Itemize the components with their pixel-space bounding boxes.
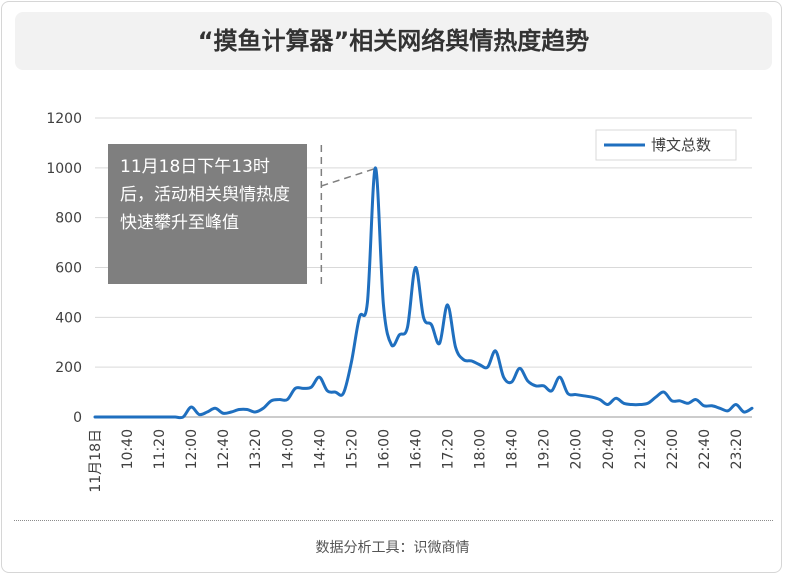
x-tick-label: 22:40: [697, 429, 713, 469]
x-tick-label: 20:00: [569, 429, 585, 469]
y-tick-label: 800: [55, 211, 82, 227]
x-tick-label: 21:20: [633, 429, 649, 469]
series-line-博文总数: [93, 166, 754, 420]
x-tick-label: 16:00: [376, 429, 392, 469]
x-tick-label: 15:20: [344, 429, 360, 469]
x-tick-label: 12:00: [184, 429, 200, 469]
y-tick-label: 1000: [46, 161, 82, 177]
footer-source: 数据分析工具：识微商情: [315, 540, 470, 556]
x-tick-label: 10:40: [120, 429, 136, 469]
x-tick-label: 20:40: [601, 429, 617, 469]
footer-divider: [14, 520, 773, 521]
x-tick-label: 16:40: [408, 429, 424, 469]
y-tick-label: 400: [55, 310, 82, 326]
x-tick-label: 22:00: [665, 429, 681, 469]
x-tick-label: 13:20: [248, 429, 264, 469]
x-tick-label: 18:00: [473, 429, 489, 469]
y-tick-label: 1200: [46, 111, 82, 127]
chart-title: “摸鱼计算器”相关网络舆情热度趋势: [197, 27, 590, 55]
y-tick-label: 200: [55, 360, 82, 376]
x-tick-label: 11月18日: [88, 429, 104, 493]
x-tick-label: 18:40: [505, 429, 521, 469]
annotation-box: 11月18日下午13时后，活动相关舆情热度快速攀升至峰值: [108, 144, 307, 284]
y-tick-label: 0: [73, 410, 82, 426]
y-tick-label: 600: [55, 261, 82, 277]
annotation-connector-line: [321, 167, 378, 187]
x-tick-label: 14:40: [312, 429, 328, 469]
x-tick-label: 12:40: [216, 429, 232, 469]
x-tick-label: 11:20: [152, 429, 168, 469]
x-tick-label: 17:20: [441, 429, 457, 469]
title-box: “摸鱼计算器”相关网络舆情热度趋势: [15, 12, 772, 70]
x-tick-label: 14:00: [280, 429, 296, 469]
x-tick-label: 19:20: [537, 429, 553, 469]
legend-label: 博文总数: [651, 136, 711, 154]
x-tick-label: 23:20: [729, 429, 745, 469]
